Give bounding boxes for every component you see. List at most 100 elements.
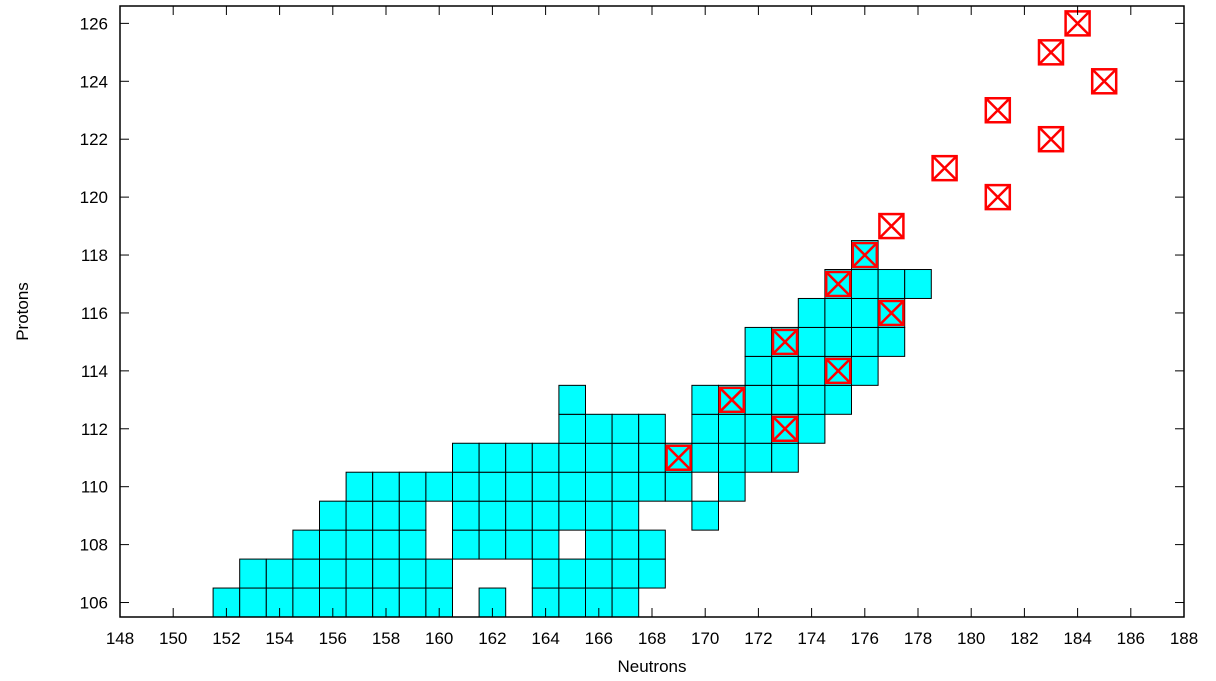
y-tick-label: 108 <box>80 536 108 555</box>
nuclide-cell <box>425 471 453 502</box>
nuclide-cell <box>718 413 746 444</box>
nuclide-cell <box>585 529 613 560</box>
y-tick-label: 126 <box>80 14 108 33</box>
x-axis-label: Neutrons <box>618 657 687 676</box>
nuclide-cell <box>585 413 613 444</box>
nuclide-cell <box>611 558 640 589</box>
nuclide-cell <box>372 471 400 502</box>
x-tick-label: 178 <box>904 629 932 648</box>
nuclide-cell <box>904 269 932 299</box>
nuclide-cell <box>797 413 826 444</box>
x-tick-label: 182 <box>1010 629 1038 648</box>
y-axis-label: Protons <box>13 282 32 341</box>
synthesized-marker <box>931 154 958 182</box>
x-tick-label: 168 <box>638 629 666 648</box>
plot-frame <box>119 5 1185 618</box>
x-tick-label: 186 <box>1117 629 1145 648</box>
x-tick-label: 166 <box>585 629 613 648</box>
x-tick-label: 152 <box>212 629 240 648</box>
nuclide-cell <box>851 297 879 328</box>
x-tick-label: 160 <box>425 629 453 648</box>
nuclide-cell <box>345 587 374 618</box>
nuclide-cell <box>505 471 533 502</box>
nuclide-cell <box>797 297 826 328</box>
x-tick-label: 188 <box>1170 629 1198 648</box>
y-tick-label: 106 <box>80 594 108 613</box>
nuclide-cell <box>877 269 906 299</box>
synthesized-marker <box>984 96 1012 124</box>
synthesized-marker <box>718 386 746 414</box>
nuclide-cell <box>744 413 773 444</box>
x-tick-label: 156 <box>319 629 347 648</box>
nuclide-cell <box>558 413 587 444</box>
nuclide-cell <box>638 471 666 502</box>
y-tick-label: 112 <box>81 420 108 439</box>
nuclide-cell <box>824 384 853 415</box>
synthesized-marker <box>984 183 1012 211</box>
x-tick-label: 176 <box>851 629 879 648</box>
nuclide-cell <box>877 326 906 357</box>
nuclide-cell <box>531 442 560 473</box>
nuclide-cell <box>824 297 853 328</box>
synthesized-marker <box>824 357 852 385</box>
nuclide-cell <box>824 326 853 357</box>
nuclide-cell <box>372 558 400 589</box>
nuclide-cell <box>239 558 267 589</box>
nuclide-cell <box>558 558 587 589</box>
y-tick-label: 122 <box>80 130 108 149</box>
nuclide-cell <box>638 529 666 560</box>
nuclide-cell <box>585 442 613 473</box>
synthesized-marker <box>1037 39 1065 66</box>
nuclide-cell <box>664 471 693 502</box>
nuclide-cell <box>744 384 773 415</box>
nuclide-cell <box>319 529 347 560</box>
x-tick-label: 184 <box>1063 629 1091 648</box>
x-tick-label: 172 <box>744 629 772 648</box>
nuclide-cell <box>718 471 746 502</box>
synthesized-marker <box>771 328 799 356</box>
nuclide-cell <box>744 442 773 473</box>
nuclide-cell <box>851 326 879 357</box>
nuclide-cell <box>744 326 773 357</box>
synthesized-marker <box>878 299 905 327</box>
synthesized-marker <box>824 270 852 298</box>
nuclide-cell <box>531 529 560 560</box>
nuclide-cell <box>558 471 587 502</box>
nuclide-cell <box>611 442 640 473</box>
x-tick-label: 174 <box>797 629 825 648</box>
x-tick-label: 148 <box>106 629 134 648</box>
nuclide-cell <box>558 384 587 415</box>
x-tick-label: 162 <box>478 629 506 648</box>
x-tick-label: 150 <box>159 629 187 648</box>
y-tick-label: 124 <box>80 72 108 91</box>
nuclide-cell <box>292 587 320 618</box>
nuclide-cell <box>398 471 427 502</box>
nuclide-cell <box>425 558 453 589</box>
nuclide-cell <box>452 442 480 473</box>
nuclide-cell <box>345 558 374 589</box>
nuclide-cell <box>611 413 640 444</box>
nuclide-cell <box>319 558 347 589</box>
synthesized-marker <box>878 212 905 240</box>
nuclide-cell <box>505 529 533 560</box>
nuclide-cell <box>531 471 560 502</box>
y-tick-label: 116 <box>81 304 108 323</box>
nuclide-cell <box>691 413 720 444</box>
nuclide-cell <box>292 558 320 589</box>
nuclide-cell <box>611 471 640 502</box>
nuclide-cell <box>398 529 427 560</box>
synthesized-marker <box>851 241 879 269</box>
nuclide-cell <box>851 355 879 386</box>
nuclide-cell <box>797 355 826 386</box>
nuclide-cell <box>478 442 507 473</box>
x-tick-label: 170 <box>691 629 719 648</box>
nuclide-cell <box>265 558 294 589</box>
nuclide-cell <box>372 529 400 560</box>
nuclide-cell <box>478 471 507 502</box>
x-tick-label: 158 <box>372 629 400 648</box>
y-tick-label: 118 <box>81 246 108 265</box>
nuclide-cell <box>851 269 879 299</box>
nuclide-cell <box>452 529 480 560</box>
nuclide-cell <box>531 500 560 531</box>
